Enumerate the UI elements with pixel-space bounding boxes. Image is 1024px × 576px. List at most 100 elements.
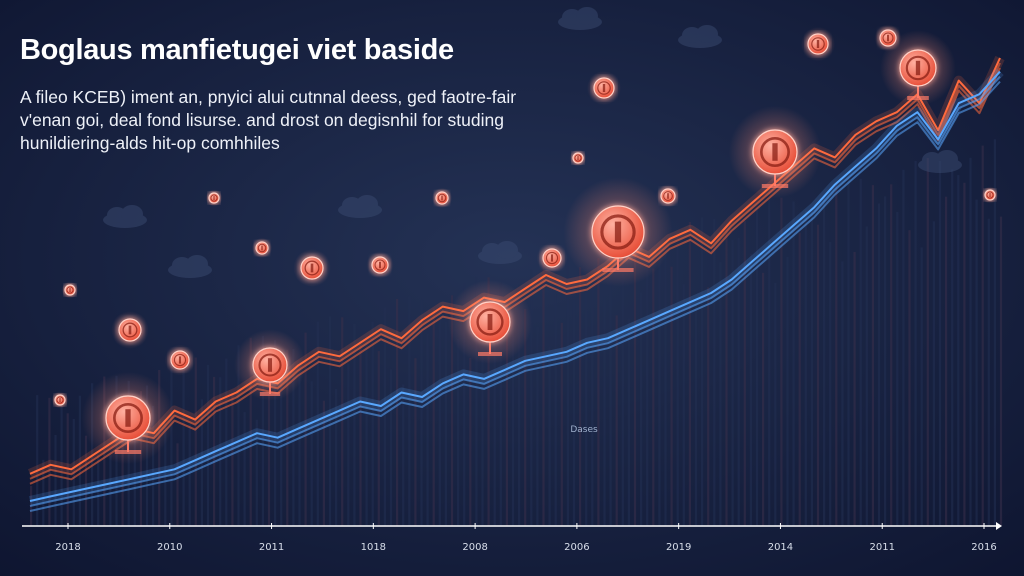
background-bar [920,247,923,526]
subtitle-line: v'enan goi, deal fond lisurse. and drost… [20,110,504,130]
chart-subtitle: A fileo KCEB) iment an, pnyici alui cutn… [20,86,540,155]
background-bar [749,254,752,526]
background-bar [48,397,51,526]
background-bar [42,459,45,526]
cloud-decoration [918,150,962,173]
coin-icon [587,71,621,105]
background-bar [261,336,264,526]
background-bar [225,358,228,526]
background-bar [499,282,502,526]
background-bar [188,424,191,526]
background-bar [548,346,551,526]
background-bar [536,327,539,526]
background-bar [786,256,789,526]
background-bar [694,304,698,526]
background-bar [335,388,338,526]
background-bar [511,293,515,526]
background-bar [341,317,344,526]
background-bar [633,237,637,526]
background-bar [652,268,655,526]
background-bar [566,259,569,526]
cloud-decoration [558,7,602,30]
background-bar [957,175,960,526]
background-bar [219,377,222,526]
background-bar [731,239,734,526]
background-bar [572,297,576,526]
background-bar [450,295,454,526]
background-bar [737,238,740,526]
background-bar [646,242,649,526]
background-bar [609,245,612,526]
background-bar [310,381,313,526]
background-bar [676,232,679,526]
background-bar [463,283,466,526]
background-bar [78,395,81,526]
background-bar [664,248,667,526]
background-bar [444,321,447,526]
background-bar [792,201,795,526]
coin-icon [656,184,680,208]
coin-icon [293,249,331,287]
cloud-decoration [678,25,722,48]
background-bar [884,196,887,526]
background-bar [621,238,624,526]
background-bar [237,345,240,526]
coin-icon [536,242,568,274]
background-bar [304,332,307,526]
background-bar [780,197,783,526]
background-bar [896,211,899,526]
background-bar [414,358,417,526]
background-bar [591,279,594,526]
x-tick-label: 2016 [971,542,996,553]
background-bar [835,183,838,526]
background-bar [542,260,545,526]
background-bar [670,266,673,526]
background-bar [615,315,618,526]
x-tick-label: 2008 [462,542,487,553]
background-bar [389,369,393,526]
background-bar [981,145,984,526]
background-bar [713,219,716,526]
background-bar [701,217,704,526]
background-bar [206,364,210,526]
background-bar [579,267,582,526]
background-bar [853,252,856,526]
background-bar [963,182,966,527]
coin-icon [801,27,835,61]
background-bar [774,282,777,526]
background-bar [554,256,557,526]
background-bar [152,405,155,526]
background-bar [755,207,759,526]
coin-icon [874,24,902,52]
x-tick-label: 2014 [768,542,793,553]
series-line [29,80,1001,512]
background-bar [945,196,948,526]
background-bar [658,252,661,527]
background-bar [231,393,234,526]
background-bar [121,429,124,526]
background-bar [66,413,69,526]
background-bar [926,158,929,526]
background-bar [908,230,911,526]
background-bar [585,276,588,526]
background-bar [768,199,771,526]
coin-icon [448,280,532,364]
background-bar [804,210,807,527]
background-bar [359,340,362,526]
background-bar [847,178,850,527]
series-line [29,70,1001,502]
background-bar [487,277,490,526]
coin-icon [563,177,673,287]
background-bar [829,242,832,526]
background-bar [627,318,630,526]
background-bar [182,355,185,526]
background-bar [176,443,179,526]
background-bar [328,316,332,526]
background-bar [316,321,319,526]
background-bar [322,400,325,526]
background-bar [688,222,691,526]
background-bar [762,272,765,526]
coin-icon [880,30,956,106]
coin-icon [234,329,306,401]
